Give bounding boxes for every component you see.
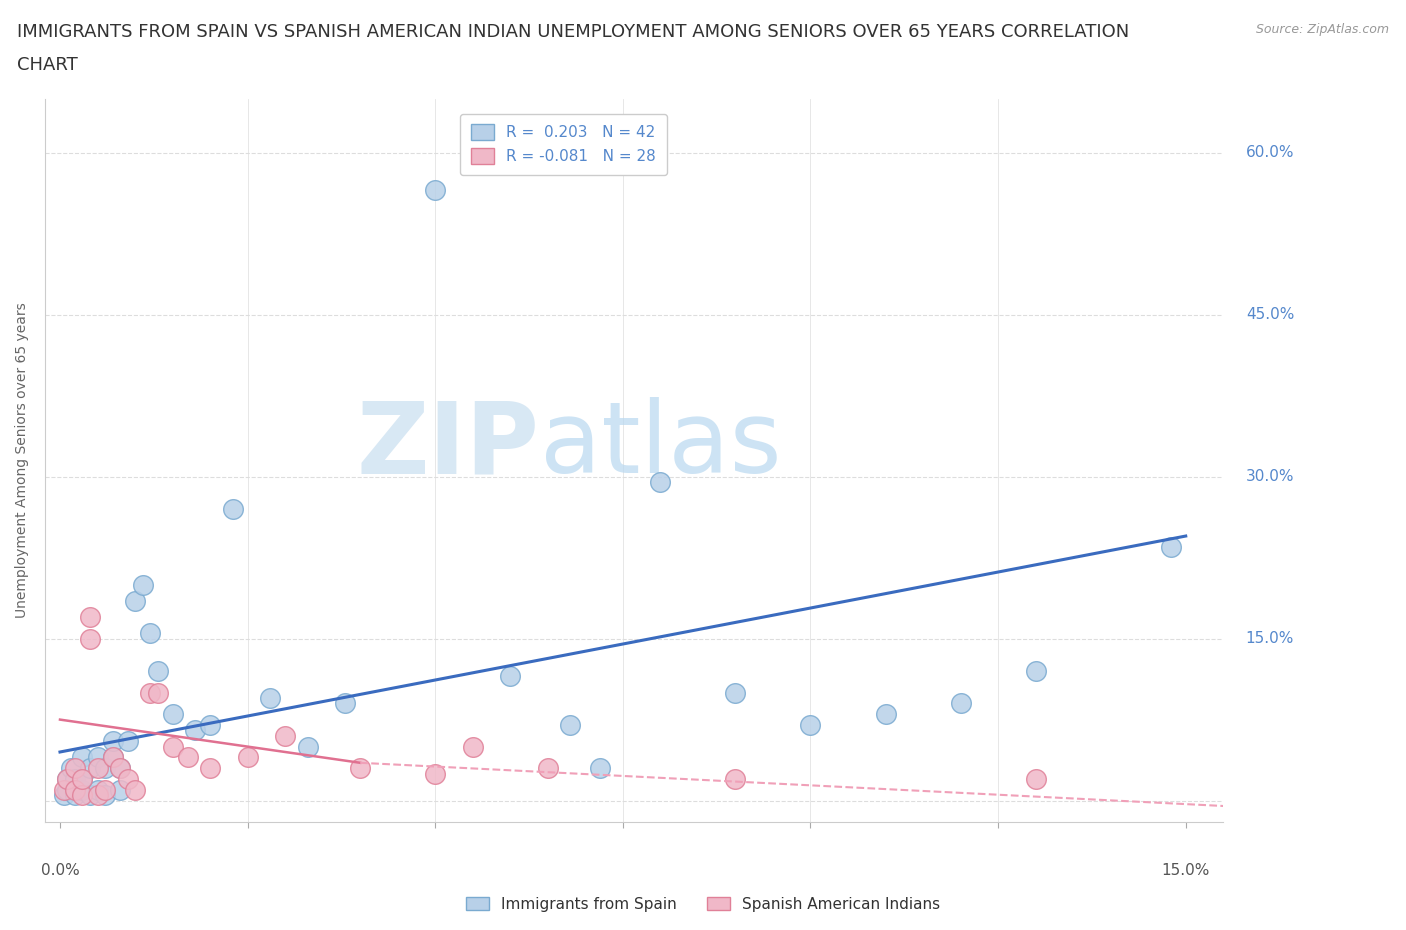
Point (94, 761, 117, 776)
Point (949, 696, 972, 711)
Point (349, 761, 371, 776)
Text: 45.0%: 45.0% (1246, 307, 1294, 322)
Point (1025, 664, 1047, 679)
Point (131, 578, 153, 592)
Text: 30.0%: 30.0% (1246, 469, 1295, 485)
Point (56, 782, 79, 797)
Point (72, 782, 94, 797)
Point (86, 782, 108, 797)
Text: CHART: CHART (17, 56, 77, 73)
Point (139, 685, 162, 700)
Point (56, 772, 79, 787)
Point (274, 728, 297, 743)
Point (425, 183, 447, 198)
Legend: R =  0.203   N = 42, R = -0.081   N = 28: R = 0.203 N = 42, R = -0.081 N = 28 (460, 113, 666, 175)
Point (724, 685, 747, 700)
Point (221, 501, 243, 516)
Text: ZIP: ZIP (357, 397, 540, 495)
Point (117, 734, 139, 749)
Point (63, 782, 86, 797)
Point (650, 474, 672, 489)
Point (94, 782, 117, 797)
Point (94, 788, 117, 803)
Point (724, 772, 747, 787)
Point (499, 669, 522, 684)
Point (72, 788, 94, 803)
Point (86, 750, 108, 764)
Point (799, 718, 821, 733)
Point (124, 593, 146, 608)
Point (297, 739, 319, 754)
Point (589, 761, 612, 776)
Point (333, 696, 356, 711)
Point (198, 718, 221, 733)
Point (198, 761, 221, 776)
Point (63, 772, 86, 787)
Point (60, 761, 83, 776)
Point (162, 739, 184, 754)
Text: atlas: atlas (540, 397, 782, 495)
Point (52, 782, 75, 797)
Point (176, 750, 198, 764)
Point (79, 609, 101, 624)
Point (63, 788, 86, 803)
Point (79, 631, 101, 646)
Point (875, 707, 897, 722)
Point (63, 761, 86, 776)
Text: IMMIGRANTS FROM SPAIN VS SPANISH AMERICAN INDIAN UNEMPLOYMENT AMONG SENIORS OVER: IMMIGRANTS FROM SPAIN VS SPANISH AMERICA… (17, 23, 1129, 41)
Point (101, 734, 124, 749)
Point (101, 750, 124, 764)
Point (139, 626, 162, 641)
Point (146, 664, 169, 679)
Point (124, 782, 146, 797)
Point (72, 750, 94, 764)
Y-axis label: Unemployment Among Seniors over 65 years: Unemployment Among Seniors over 65 years (15, 302, 30, 618)
Point (560, 718, 582, 733)
Point (425, 766, 447, 781)
Point (184, 723, 207, 737)
Point (108, 761, 131, 776)
Point (52, 788, 75, 803)
Point (117, 772, 139, 787)
Legend: Immigrants from Spain, Spanish American Indians: Immigrants from Spain, Spanish American … (460, 890, 946, 918)
Text: Source: ZipAtlas.com: Source: ZipAtlas.com (1256, 23, 1389, 36)
Point (72, 772, 94, 787)
Point (79, 761, 101, 776)
Point (108, 782, 131, 797)
Point (79, 788, 101, 803)
Text: 15.0%: 15.0% (1246, 631, 1294, 646)
Text: 15.0%: 15.0% (1161, 863, 1211, 878)
Point (1025, 772, 1047, 787)
Text: 0.0%: 0.0% (41, 863, 79, 878)
Point (108, 761, 131, 776)
Point (101, 750, 124, 764)
Point (259, 691, 281, 706)
Point (162, 707, 184, 722)
Point (86, 761, 108, 776)
Point (461, 739, 484, 754)
Point (1160, 539, 1182, 554)
Point (537, 761, 560, 776)
Point (72, 772, 94, 787)
Point (146, 685, 169, 700)
Point (56, 772, 79, 787)
Point (86, 788, 108, 803)
Text: 60.0%: 60.0% (1246, 145, 1295, 160)
Point (236, 750, 259, 764)
